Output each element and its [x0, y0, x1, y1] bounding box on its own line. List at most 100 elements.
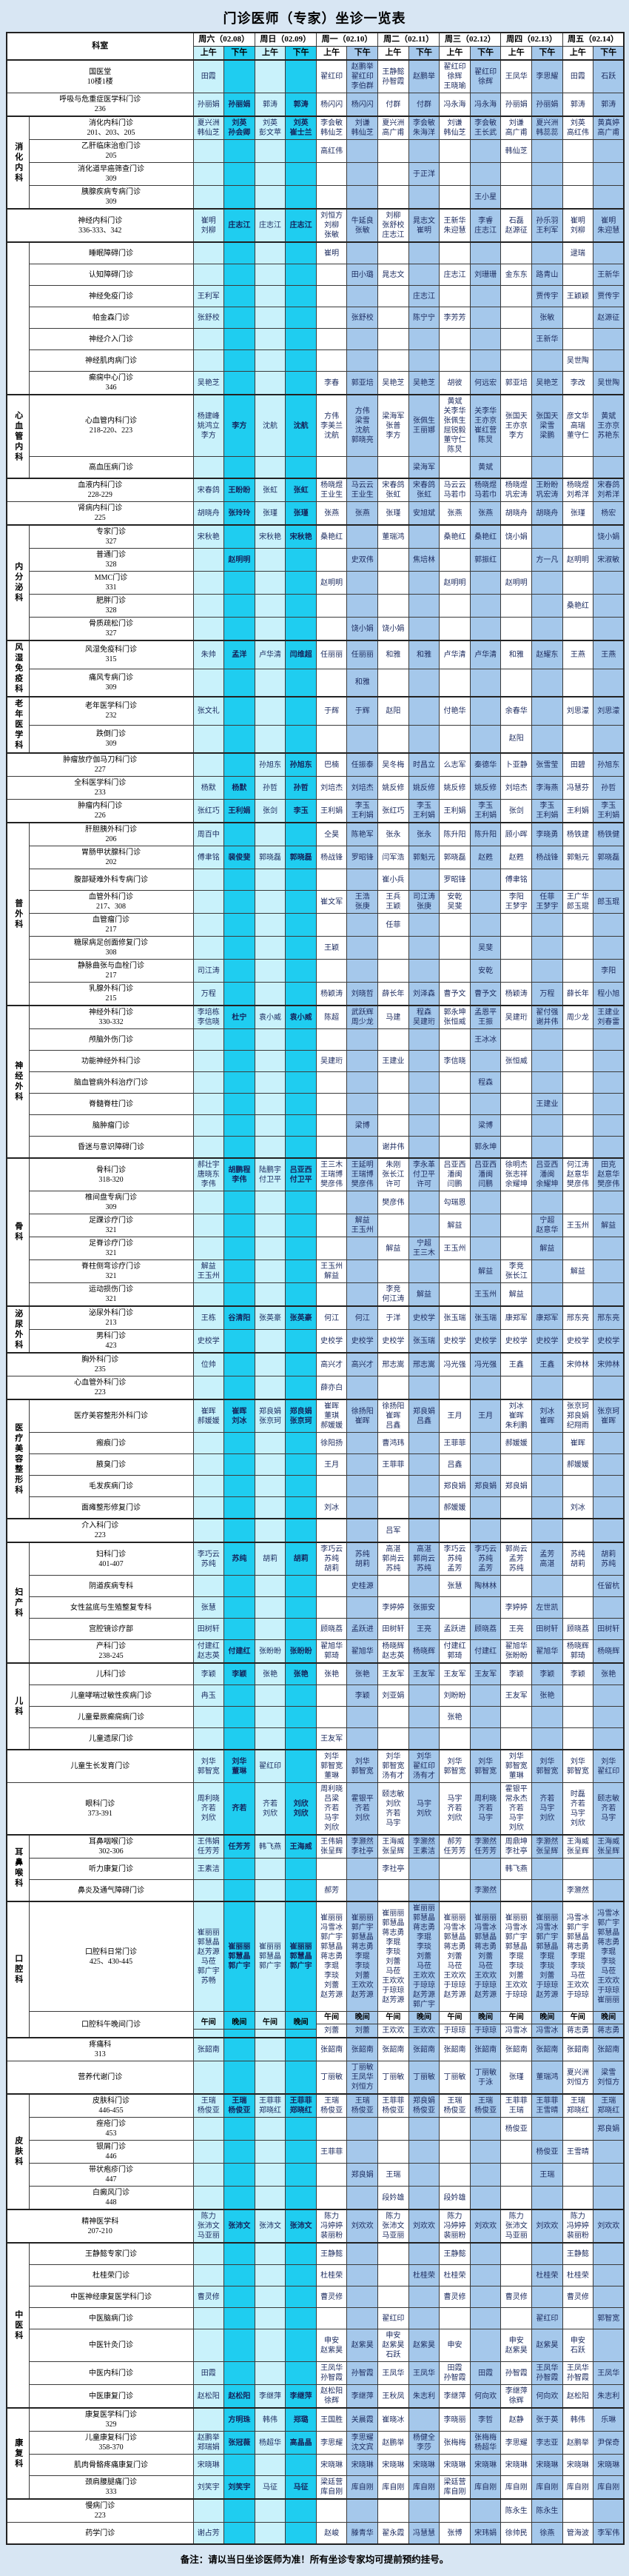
schedule-cell — [346, 1237, 379, 1260]
doctor-name: 夏兴洲 — [566, 2068, 589, 2077]
schedule-cell: 李玉 王利娟 — [531, 799, 563, 823]
doctor-name: 顾晓荔 — [474, 1625, 497, 1633]
am-header: 上午 — [254, 46, 286, 61]
schedule-cell — [315, 2307, 348, 2329]
doctor-name: 李军伟 — [597, 2529, 620, 2537]
doctor-name: 崔丽丽 — [258, 1943, 281, 1951]
schedule-row: MMC门诊 331 赵明明 赵明明 赵明明 — [7, 571, 625, 595]
schedule-cell — [500, 2140, 533, 2164]
schedule-cell: 刘思濛 — [562, 696, 594, 726]
schedule-cell: 崔晖 董琪 郝媛媛 — [315, 1399, 348, 1433]
schedule-cell — [500, 1114, 533, 1137]
schedule-cell: 周少龙 — [562, 1005, 594, 1029]
doctor-name: 张剑 — [508, 806, 524, 815]
dept-label: 泌尿外科门诊 213 — [28, 1305, 194, 1330]
schedule-cell: 李玉 王利娟 — [346, 799, 379, 823]
doctor-name: 薛长年 — [566, 989, 589, 998]
schedule-cell: 任振泰 — [346, 752, 379, 777]
schedule-cell: 张燕 — [346, 501, 379, 526]
schedule-cell — [593, 1237, 625, 1260]
schedule-cell: 秦德华 — [469, 752, 502, 777]
schedule-cell: 田树轩 — [377, 1618, 409, 1640]
schedule-cell: 王凤华 孙智霞 — [315, 2361, 348, 2385]
schedule-cell: 刘欢欢 — [469, 2209, 502, 2244]
doctor-name: 韩飞燕 — [258, 1842, 281, 1851]
am-header: 上午 — [500, 46, 533, 61]
schedule-cell: 张京珂 崔晖 — [593, 1399, 625, 1433]
doctor-name: 屈锐毅 — [443, 426, 466, 435]
doctor-name: 卢华清 — [474, 650, 497, 659]
schedule-cell — [285, 668, 317, 697]
schedule-row: 心血管外科门诊 223 薛亦白 — [6, 1376, 625, 1400]
schedule-cell: 张雪莹 — [531, 752, 563, 777]
schedule-cell: 任菲 — [377, 913, 409, 937]
schedule-cell: 陈艳军 — [346, 822, 379, 846]
doctor-name: 王鑫 — [508, 1360, 524, 1369]
schedule-cell: 刘英 孙会卿 — [223, 116, 255, 140]
doctor-name: 马若巾 — [474, 491, 497, 499]
doctor-name: 王菲菲 — [382, 2097, 405, 2105]
doctor-name: 孟洋 — [232, 650, 247, 659]
schedule-cell — [469, 1376, 502, 1400]
doctor-name: 王栋 — [201, 1314, 216, 1322]
schedule-cell: 王瑞 杨俊亚 — [346, 2093, 379, 2118]
doctor-name: 安旭斌 — [412, 509, 435, 518]
doctor-name: 段妗雄 — [443, 2193, 466, 2202]
schedule-cell: 刘欢欢 — [408, 2209, 440, 2244]
doctor-name: 周百中 — [197, 830, 220, 839]
schedule-cell — [593, 1136, 625, 1159]
doctor-name: 王瑞 — [201, 2097, 216, 2105]
schedule-cell: 李永革 付卫平 许可 — [408, 1157, 440, 1191]
schedule-cell — [593, 1282, 625, 1307]
pm-header: 下午 — [408, 46, 440, 61]
schedule-cell — [192, 2498, 225, 2523]
schedule-cell: 郭晓磊 — [285, 846, 317, 869]
schedule-cell: 李阳 王梦宇 — [500, 890, 533, 914]
dept-label: 皮肤科门诊 446-455 — [28, 2093, 194, 2118]
schedule-cell: 管海波 — [562, 2522, 594, 2545]
doctor-name: 余耀坤 — [505, 1180, 528, 1188]
doctor-name: 史校学 — [197, 1336, 220, 1345]
schedule-cell: 宋春鸽 张虹 — [408, 478, 440, 502]
schedule-cell — [500, 913, 533, 937]
doctor-name: 孙哲 — [293, 783, 309, 792]
doctor-name: 张韶南 — [566, 2045, 589, 2054]
schedule-cell — [377, 959, 409, 983]
doctor-name: 傅聿铭 — [505, 875, 528, 884]
schedule-cell: 张佩生 王丽娜 — [408, 394, 440, 457]
schedule-cell: 王友军 — [469, 1662, 502, 1685]
doctor-name: 于琼琼 — [443, 1981, 466, 1990]
doctor-name: 解益 — [354, 1217, 370, 1225]
schedule-cell: 刘华 董琳 — [223, 1749, 255, 1783]
doctor-name: 石跃 — [570, 2346, 585, 2355]
schedule-cell: 郑璐 — [285, 2407, 317, 2432]
schedule-cell: 卜亚静 — [500, 752, 533, 777]
doctor-name: 任芳芳 — [443, 1847, 466, 1856]
schedule-cell: 陈永生 — [531, 2498, 563, 2523]
schedule-cell — [192, 139, 225, 163]
schedule-cell: 王利娟 — [315, 799, 348, 823]
doctor-name: 郭广宇 — [351, 1924, 374, 1932]
schedule-cell — [285, 328, 317, 350]
doctor-name: 赵紫昊 — [536, 2341, 559, 2349]
doctor-name: 李琰 — [416, 1943, 431, 1951]
schedule-cell — [408, 1858, 440, 1880]
schedule-cell — [192, 2264, 225, 2286]
schedule-cell — [192, 2407, 225, 2432]
dept-group-label: 耳鼻喉科 — [6, 1834, 30, 1902]
doctor-name: 赵甦 — [478, 853, 494, 862]
doctor-name: 陈升阳 — [474, 830, 497, 839]
schedule-cell: 王菲菲 王瑞 — [500, 2093, 533, 2118]
doctor-name: 夏兴洲 — [197, 119, 220, 127]
doctor-name: 李方 — [508, 431, 524, 440]
dept-label: 肿瘤放疗伽马刀科门诊 227 — [6, 752, 194, 777]
doctor-name: 周利晓 — [197, 1795, 220, 1803]
doctor-name: 朱刚 — [386, 1161, 401, 1169]
schedule-cell — [254, 1575, 286, 1597]
dept-group-label: 泌尿外科 — [6, 1305, 30, 1354]
doctor-name: 苏纯 — [416, 1565, 431, 1573]
schedule-cell — [500, 185, 533, 210]
schedule-cell: 丁丽敏 于泳 — [469, 2061, 502, 2095]
schedule-cell: 韩伟 — [254, 2407, 286, 2432]
schedule-cell: 张冠薇 — [223, 2431, 255, 2455]
